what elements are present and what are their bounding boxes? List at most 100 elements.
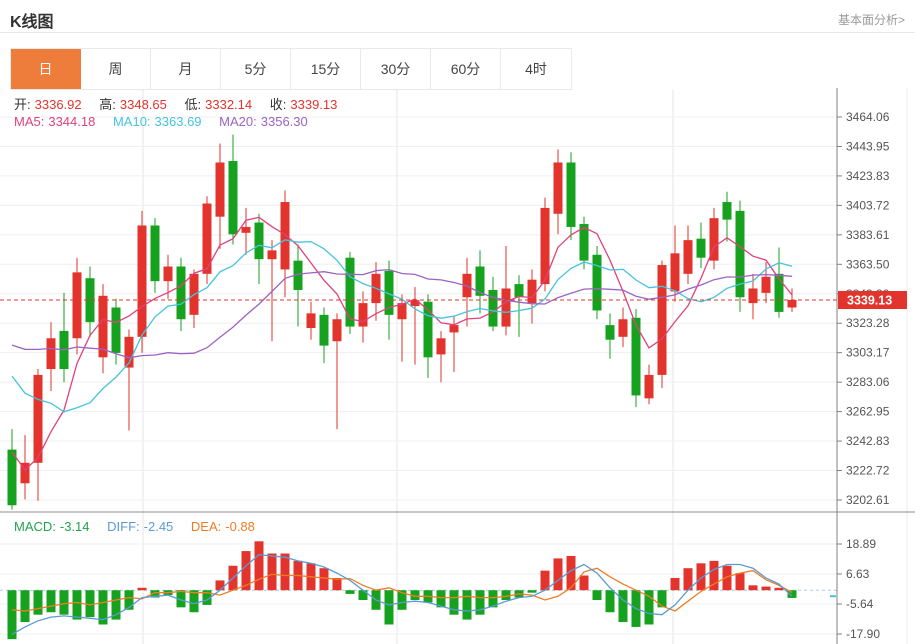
candle-body xyxy=(592,254,602,311)
candle-body xyxy=(254,222,264,260)
candle-body xyxy=(397,303,407,320)
diff-label: DIFF: xyxy=(107,519,140,534)
macd-bar xyxy=(202,590,212,605)
macd-bar xyxy=(7,590,17,640)
period-tab-bar: 日周月 5分 15分 30分 60分 4时 xyxy=(10,48,572,90)
macd-bar xyxy=(20,590,30,623)
macd-axis-label: 18.89 xyxy=(846,537,876,551)
macd-bar xyxy=(579,575,589,591)
candle-body xyxy=(176,266,186,320)
macd-bar xyxy=(449,590,459,615)
macd-bar xyxy=(85,590,95,618)
macd-bar xyxy=(605,590,615,613)
macd-bar xyxy=(735,573,745,591)
y-axis-label: 3403.72 xyxy=(846,198,890,212)
price-axis: 3464.06 3443.95 3423.83 3403.72 3383.61 3363.… xyxy=(836,88,890,644)
diff-value: -2.45 xyxy=(143,519,174,534)
candle-body xyxy=(202,203,212,274)
ma20-label: MA20: xyxy=(219,114,257,129)
macd-bar xyxy=(332,577,342,591)
candle-body xyxy=(501,288,511,327)
candle-body xyxy=(514,284,524,298)
y-axis-label: 3323.28 xyxy=(846,316,890,330)
candle-body xyxy=(579,224,589,261)
candle-body xyxy=(46,338,56,370)
ma5-value: 3344.18 xyxy=(48,114,96,129)
candle-body xyxy=(553,162,563,214)
ma5-label: MA5: xyxy=(14,114,45,129)
tab-month[interactable]: 月 xyxy=(151,49,221,89)
candle-body xyxy=(436,338,446,355)
macd-bar xyxy=(566,555,576,591)
candle-body xyxy=(787,300,797,308)
candle-body xyxy=(488,289,498,327)
candle-body xyxy=(345,257,355,327)
ma5-line xyxy=(11,216,793,472)
candle-body xyxy=(306,313,316,329)
candle-body xyxy=(332,319,342,342)
macd-bar xyxy=(540,570,550,591)
y-axis-label: 3283.06 xyxy=(846,375,890,389)
open-label: 开: xyxy=(14,97,31,112)
y-axis-label: 3242.83 xyxy=(846,434,890,448)
macd-bar xyxy=(722,565,732,591)
dea-label: DEA: xyxy=(190,519,222,534)
macd-panel xyxy=(0,541,837,640)
tab-15min[interactable]: 15分 xyxy=(291,49,361,89)
gridlines xyxy=(0,88,908,644)
tab-60min[interactable]: 60分 xyxy=(431,49,501,89)
low-label: 低: xyxy=(184,97,202,112)
macd-bar xyxy=(553,558,563,591)
macd-bar xyxy=(618,590,628,623)
candle-body xyxy=(358,303,368,327)
y-axis-label: 3262.95 xyxy=(846,405,890,419)
macd-value: -3.14 xyxy=(59,519,90,534)
candle-body xyxy=(33,374,43,463)
macd-bar xyxy=(787,590,797,598)
tab-4hour[interactable]: 4时 xyxy=(501,49,571,89)
macd-axis-label: 6.63 xyxy=(846,567,870,581)
candle-body xyxy=(774,273,784,312)
tab-30min[interactable]: 30分 xyxy=(361,49,431,89)
macd-bar xyxy=(189,590,199,613)
candle-body xyxy=(566,162,576,227)
candle-body xyxy=(98,295,108,358)
macd-bar xyxy=(761,586,771,591)
macd-axis-label: -5.64 xyxy=(846,597,874,611)
ma10-label: MA10: xyxy=(112,114,151,129)
macd-bar xyxy=(644,590,654,625)
tab-day[interactable]: 日 xyxy=(11,49,81,89)
macd-bar xyxy=(475,590,485,615)
tab-week[interactable]: 周 xyxy=(81,49,151,89)
y-axis-label: 3443.95 xyxy=(846,139,890,153)
candle-body xyxy=(722,202,732,220)
tab-5min[interactable]: 5分 xyxy=(221,49,291,89)
candle-body xyxy=(124,336,134,368)
last-price-tag: 3339.13 xyxy=(838,291,907,310)
candle-body xyxy=(670,253,680,292)
ma20-line xyxy=(11,268,793,359)
ma-readout: MA5: 3344.18 MA10: 3363.69 MA20: 3356.30 xyxy=(14,114,312,129)
y-axis-label: 3222.72 xyxy=(846,464,890,478)
fundamental-analysis-link[interactable]: 基本面分析> xyxy=(837,13,905,27)
macd-bar xyxy=(150,590,160,598)
candle-body xyxy=(241,226,251,233)
high-label: 高: xyxy=(99,97,116,112)
ma10-value: 3363.69 xyxy=(154,114,202,129)
macd-bar xyxy=(254,541,264,591)
y-axis-label: 3363.50 xyxy=(846,257,890,271)
candle-body xyxy=(527,279,537,304)
candle-body xyxy=(293,260,303,290)
candle-body xyxy=(137,225,147,337)
candle-body xyxy=(475,266,485,296)
candle-body xyxy=(449,325,459,333)
candle-body xyxy=(111,307,121,353)
candle-body xyxy=(644,374,654,399)
macd-bar xyxy=(267,553,277,591)
macd-bar xyxy=(33,590,43,615)
macd-bar xyxy=(358,590,368,601)
macd-bar xyxy=(436,590,446,608)
macd-bar xyxy=(241,551,251,591)
